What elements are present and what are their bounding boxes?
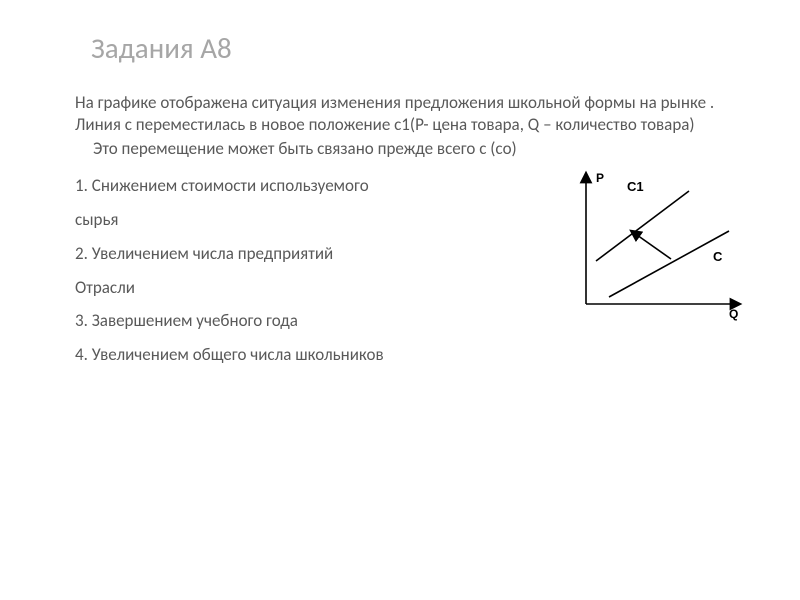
supply-line-new [596, 191, 689, 261]
option-2-line-1: 2. Увеличением числа предприятий [75, 243, 541, 265]
shift-arrow [637, 235, 671, 259]
intro-paragraph-2: Это перемещение может быть связано прежд… [93, 138, 755, 160]
answer-options: 1. Снижением стоимости используемого сыр… [75, 175, 541, 378]
line-label-old: С [713, 249, 722, 264]
supply-shift-chart: P Q С1 С [551, 169, 747, 329]
option-4: 4. Увеличением общего числа школьников [75, 344, 541, 366]
line-label-new: С1 [627, 179, 644, 194]
option-2-line-2: Отрасли [75, 277, 541, 299]
option-3: 3. Завершением учебного года [75, 310, 541, 332]
intro-paragraph-1: На графике отображена ситуация изменения… [75, 92, 755, 136]
y-axis-label: P [596, 171, 604, 185]
x-axis-label: Q [729, 307, 738, 321]
option-1-line-2: сырья [75, 209, 541, 231]
option-1-line-1: 1. Снижением стоимости используемого [75, 175, 541, 197]
supply-line-old [609, 231, 729, 297]
slide-title: Задания А8 [91, 30, 755, 66]
content-row: 1. Снижением стоимости используемого сыр… [75, 175, 755, 378]
